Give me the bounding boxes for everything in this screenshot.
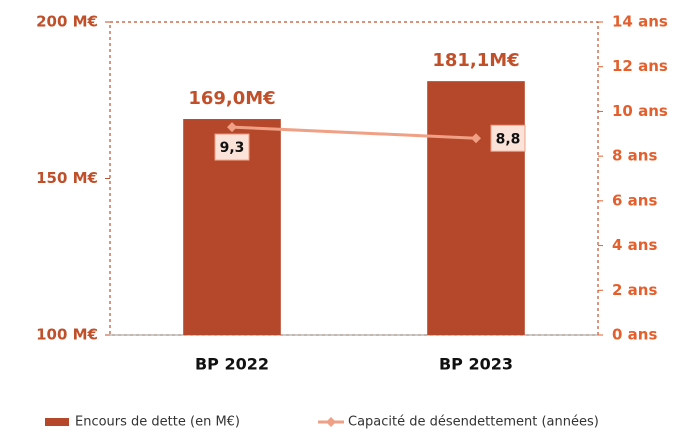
legend-swatch [45,418,69,426]
y2-tick-label: 14 ans [612,13,668,31]
line-value-label: 9,3 [220,140,245,156]
y2-tick-label: 8 ans [612,147,657,165]
y2-tick-label: 12 ans [612,57,668,75]
legend-marker [326,417,336,427]
legend-label: Encours de dette (en M€) [75,415,240,430]
y2-tick-label: 6 ans [612,191,657,209]
bar-value-label: 181,1M€ [432,50,519,71]
bar-value-label: 169,0M€ [188,88,275,109]
line-value-label: 8,8 [496,131,521,147]
legend-label: Capacité de désendettement (années) [348,415,599,430]
line-marker [471,133,481,144]
x-tick-label: BP 2022 [195,355,269,374]
line-label-box [214,133,250,161]
y2-tick-label: 10 ans [612,102,668,120]
y2-tick-label: 4 ans [612,236,657,254]
y-tick-label: 150 M€ [36,169,98,187]
x-tick-label: BP 2023 [439,355,513,374]
line-marker [227,122,237,133]
line [231,125,477,140]
y-tick-label: 200 M€ [36,13,98,31]
y-tick-label: 100 M€ [36,326,98,344]
bar [427,81,525,335]
y2-tick-label: 0 ans [612,326,657,344]
line-label-box [490,124,526,152]
y2-tick-label: 2 ans [612,281,657,299]
